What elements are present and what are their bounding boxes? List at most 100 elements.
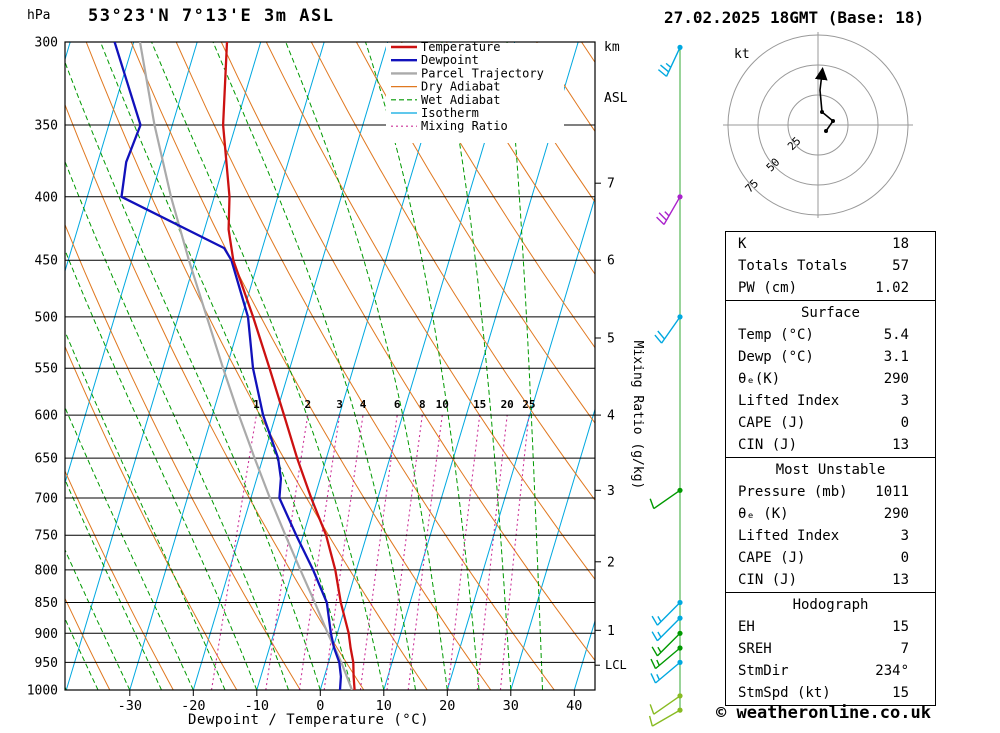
wind-barb-full xyxy=(654,334,663,344)
index-label: SREH xyxy=(738,641,772,657)
isotherm-line xyxy=(65,42,135,273)
wind-barb-full xyxy=(649,704,655,715)
pressure-tick-label: 350 xyxy=(35,119,58,134)
section-title: Surface xyxy=(800,305,860,321)
index-label: Temp (°C) xyxy=(738,327,814,343)
index-value: 1011 xyxy=(875,484,909,500)
index-label: Totals Totals xyxy=(738,258,848,274)
km-axis-unit: km ASL xyxy=(604,5,635,141)
mixing-ratio-line xyxy=(386,415,423,690)
wind-level-dot xyxy=(677,44,683,51)
legend-item-label: Parcel Trajectory xyxy=(421,66,544,80)
index-value: 3.1 xyxy=(883,349,909,365)
index-value: 13 xyxy=(892,572,909,588)
isotherm-line xyxy=(383,42,579,690)
index-value: 234° xyxy=(875,663,909,679)
index-label: CIN (J) xyxy=(738,572,798,588)
wind-barb-full xyxy=(657,69,667,77)
wind-barb-staff xyxy=(651,709,681,727)
pressure-tick-label: 300 xyxy=(35,36,58,51)
axis-labels: 3003504004505005506006507007508008509009… xyxy=(27,36,645,715)
pressure-tick-label: 550 xyxy=(35,362,58,377)
hodograph-ring xyxy=(787,94,849,156)
index-row: K 18 xyxy=(726,233,935,255)
pressure-tick-label: 450 xyxy=(35,254,58,269)
station-title: 53°23'N 7°13'E 3m ASL xyxy=(88,6,335,26)
wet-adiabat-line xyxy=(65,617,99,690)
hodograph-trace-dot xyxy=(820,110,824,114)
section-title: Hodograph xyxy=(792,597,869,613)
wind-level-dot xyxy=(677,645,683,651)
pressure-tick-label: 400 xyxy=(35,190,58,205)
isotherm-line xyxy=(129,42,325,690)
pressure-tick-label: 800 xyxy=(35,563,58,578)
wind-barb-staff xyxy=(653,695,681,715)
dry-adiabat-line xyxy=(536,42,595,133)
wet-adiabat-line xyxy=(65,330,226,690)
km-tick-label: 7 xyxy=(607,177,615,192)
pressure-tick-label: 950 xyxy=(35,656,58,671)
km-unit-label: km xyxy=(604,40,620,55)
index-row: θₑ (K) 290 xyxy=(726,503,935,525)
isotherm-line xyxy=(256,42,452,690)
indices-box-hodograph: Hodograph EH 15 SREH 7 StmDir 234° StmSpd (… xyxy=(725,592,936,706)
index-label: CIN (J) xyxy=(738,437,798,453)
dry-adiabat-line xyxy=(85,42,428,690)
wet-adiabat-line xyxy=(100,42,353,690)
dry-adiabat-lines xyxy=(65,42,720,690)
index-value: 3 xyxy=(900,528,909,544)
mixing-ratio-value-label: 25 xyxy=(522,398,535,411)
index-value: 15 xyxy=(892,619,909,635)
index-row: EH 15 xyxy=(726,616,935,638)
dry-adiabat-line xyxy=(672,42,720,690)
asl-unit-label: ASL xyxy=(604,91,628,106)
km-tick-label: 5 xyxy=(607,332,615,347)
index-value: 1.02 xyxy=(875,280,909,296)
wind-barb-full xyxy=(650,658,657,669)
wind-barb-column xyxy=(648,44,683,727)
wind-barb-half xyxy=(657,616,662,622)
temp-tick-label: 0 xyxy=(316,698,324,714)
plot-frame xyxy=(64,41,596,691)
background-lattice xyxy=(65,42,720,690)
pressure-tick-label: 900 xyxy=(35,627,58,642)
hodograph-unit-label: kt xyxy=(734,47,750,62)
dry-adiabat-line xyxy=(445,42,595,275)
km-tick-label: 1 xyxy=(607,624,615,639)
dry-adiabat-line xyxy=(400,42,595,349)
km-tick-label: 4 xyxy=(607,409,615,424)
legend-item-label: Mixing Ratio xyxy=(421,119,508,133)
temp-tick-label: 40 xyxy=(566,698,582,714)
temperature-curve xyxy=(221,42,356,690)
hodograph-ring xyxy=(757,64,879,186)
wind-level-dot xyxy=(677,707,683,713)
wind-barb-half xyxy=(656,674,660,680)
wind-level-dot xyxy=(677,659,683,666)
wind-level-dot xyxy=(677,599,683,606)
mixing-ratio-value-label: 6 xyxy=(394,398,401,411)
mixing-ratio-value-label: 4 xyxy=(360,398,367,411)
index-row: CAPE (J) 0 xyxy=(726,547,935,569)
legend-item-label: Dry Adiabat xyxy=(421,80,500,94)
isotherm-line xyxy=(65,42,262,690)
km-tick-label: 2 xyxy=(607,555,615,570)
indices-box-general: K 18 Totals Totals 57 PW (cm) 1.02 xyxy=(725,231,936,301)
copyright: © weatheronline.co.uk xyxy=(716,703,931,723)
wet-adiabat-line xyxy=(65,248,258,690)
wind-barb-full xyxy=(657,330,666,340)
mixing-ratio-line xyxy=(210,415,257,690)
mixing-ratio-value-label: 20 xyxy=(501,398,514,411)
lcl-label: LCL xyxy=(605,658,627,672)
wind-barb-full xyxy=(656,216,665,225)
index-value: 3 xyxy=(900,393,909,409)
isotherm-line xyxy=(192,42,389,690)
index-value: 290 xyxy=(883,371,909,387)
mixing-ratio-value-label: 15 xyxy=(473,398,486,411)
wind-level-dot xyxy=(677,630,683,636)
wind-level-dot xyxy=(677,615,683,621)
index-value: 18 xyxy=(892,236,909,252)
indices-box-most-unstable: Most Unstable Pressure (mb) 1011 θₑ (K) 29… xyxy=(725,457,936,593)
mixing-ratio-value-label: 3 xyxy=(336,398,343,411)
